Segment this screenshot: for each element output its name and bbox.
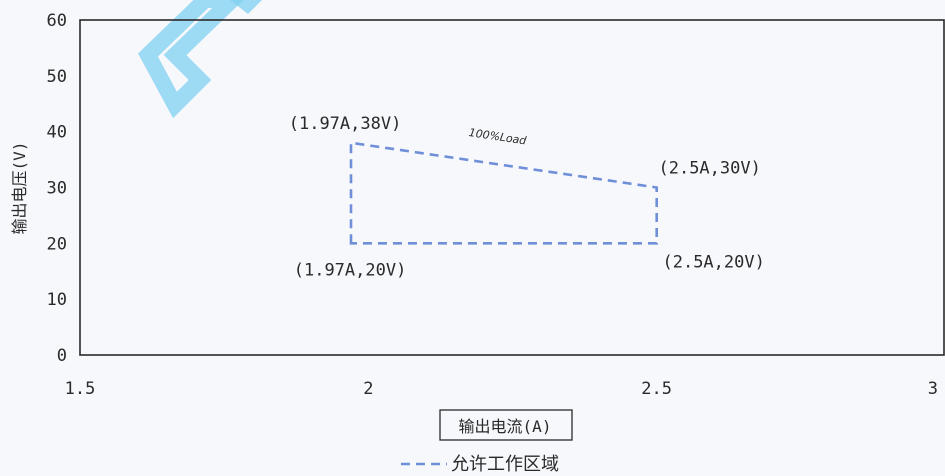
data-label: (2.5A,20V) bbox=[662, 252, 764, 272]
watermark-logo bbox=[138, 0, 262, 119]
x-axis-title-box bbox=[439, 409, 573, 441]
data-label: (2.5A,30V) bbox=[658, 159, 760, 179]
legend: 允许工作区域 bbox=[401, 454, 559, 475]
x-axis: 1.5 2 2.5 3 bbox=[65, 379, 938, 399]
y-tick-label: 0 bbox=[57, 346, 67, 366]
x-tick-label: 3 bbox=[928, 379, 938, 399]
data-label: (1.97A,38V) bbox=[289, 114, 402, 134]
y-tick-label: 50 bbox=[47, 67, 67, 87]
legend-entry-label: 允许工作区域 bbox=[451, 454, 559, 475]
x-tick-label: 2.5 bbox=[641, 379, 672, 399]
y-tick-label: 30 bbox=[47, 179, 67, 199]
series-layer bbox=[349, 141, 659, 245]
data-label: (1.97A,20V) bbox=[294, 260, 407, 280]
x-tick-label: 2 bbox=[363, 379, 373, 399]
x-tick-label: 1.5 bbox=[65, 379, 96, 399]
watermark-chevron bbox=[138, 0, 244, 119]
x-axis-title: 输出电流(A) bbox=[459, 417, 552, 436]
annotation-layer: (1.97A,38V) (2.5A,30V) (1.97A,20V) (2.5A,20… bbox=[289, 114, 765, 281]
watermark-corner bbox=[230, 0, 262, 14]
y-axis: 0 10 20 30 40 50 60 bbox=[47, 11, 67, 366]
load-annotation: 100%Load bbox=[468, 126, 528, 148]
y-axis-title: 输出电压(V) bbox=[10, 142, 29, 235]
plot-area-frame bbox=[79, 19, 945, 356]
y-tick-label: 60 bbox=[47, 11, 67, 31]
y-tick-label: 40 bbox=[47, 123, 67, 143]
y-tick-label: 10 bbox=[47, 290, 67, 310]
series-line-allowed-region bbox=[349, 141, 659, 245]
y-tick-label: 20 bbox=[47, 234, 67, 254]
